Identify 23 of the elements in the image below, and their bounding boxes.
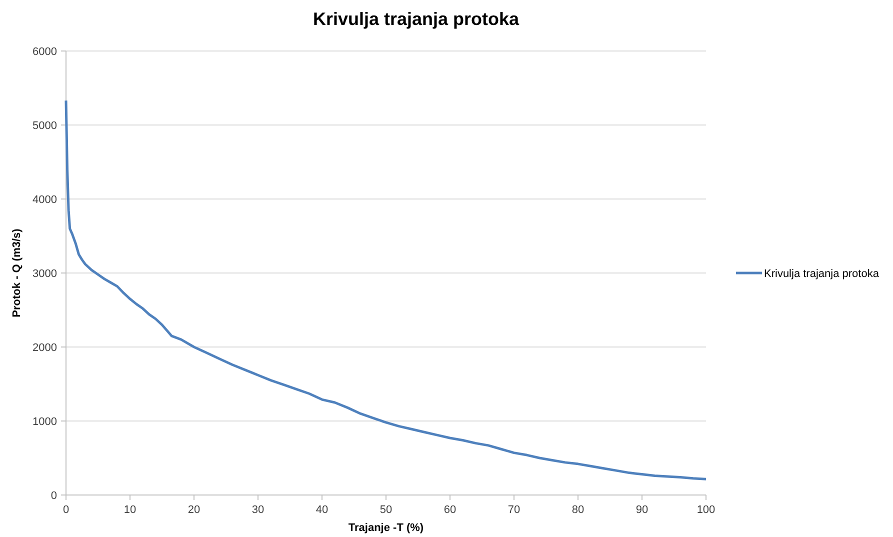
y-axis-title: Protok - Q (m3/s) xyxy=(11,228,23,318)
y-tick-label: 5000 xyxy=(32,120,57,132)
chart-title: Krivulja trajanja protoka xyxy=(312,9,520,29)
y-tick-label: 4000 xyxy=(32,194,57,206)
x-tick-label: 0 xyxy=(62,504,70,516)
legend-label: Krivulja trajanja protoka xyxy=(764,268,880,280)
line-series xyxy=(64,99,708,480)
x-tick-label: 70 xyxy=(508,504,520,516)
y-tick-label: 2000 xyxy=(32,342,57,354)
x-tick-label: 100 xyxy=(696,504,716,516)
x-tick-label: 20 xyxy=(188,504,200,516)
y-tick-label: 0 xyxy=(50,490,57,502)
x-tick-label: 90 xyxy=(636,504,648,516)
y-tick-label: 3000 xyxy=(32,268,57,280)
y-tick-label: 1000 xyxy=(32,416,57,428)
x-tick-label: 30 xyxy=(252,504,264,516)
x-axis-title: Trajanje -T (%) xyxy=(348,522,424,534)
x-tick-label: 80 xyxy=(572,504,584,516)
x-tick-label: 60 xyxy=(444,504,456,516)
y-tick-label: 6000 xyxy=(32,46,57,58)
x-tick-label: 10 xyxy=(124,504,136,516)
x-tick-label: 50 xyxy=(380,504,392,516)
x-tick-label: 40 xyxy=(316,504,328,516)
